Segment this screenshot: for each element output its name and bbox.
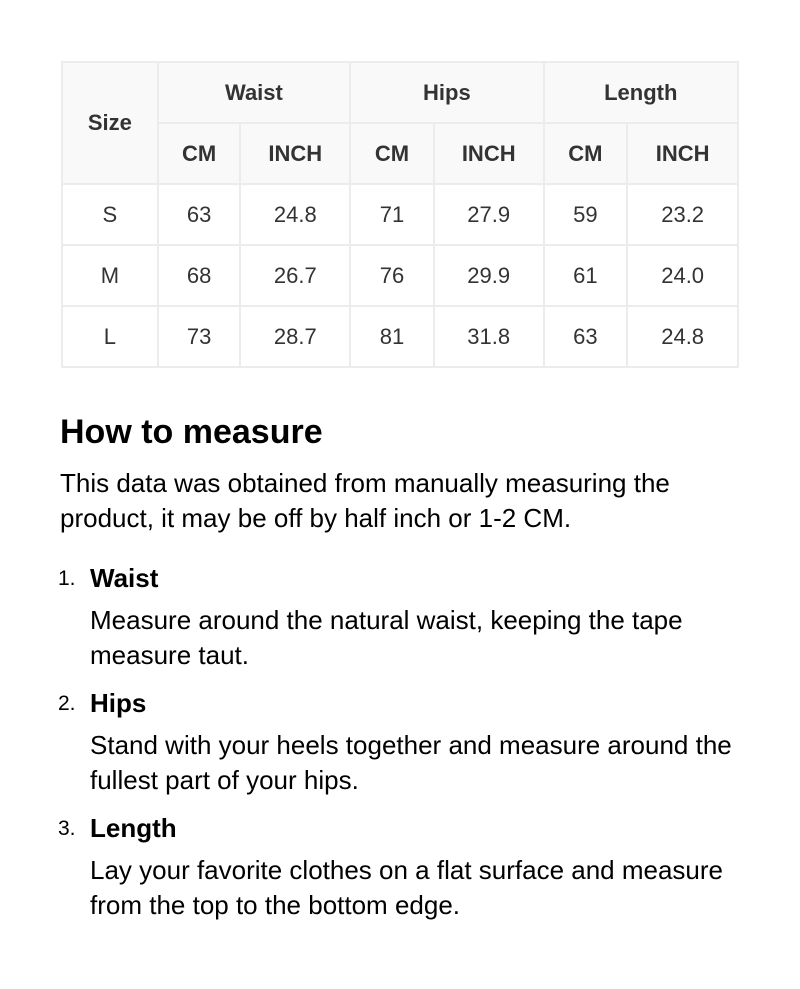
- value-cell: 24.0: [626, 244, 739, 307]
- item-title: Hips: [90, 688, 147, 718]
- table-row: S 63 24.8 71 27.9 59 23.2: [61, 183, 739, 246]
- value-cell: 24.8: [626, 305, 739, 368]
- unit-header: CM: [542, 122, 629, 185]
- table-row: L 73 28.7 81 31.8 63 24.8: [61, 305, 739, 368]
- value-cell: 63: [156, 183, 242, 246]
- size-cell: S: [61, 183, 159, 246]
- item-desc: Stand with your heels together and measu…: [90, 730, 732, 795]
- value-cell: 63: [542, 305, 629, 368]
- value-cell: 68: [156, 244, 242, 307]
- value-cell: 71: [349, 183, 435, 246]
- unit-header: INCH: [239, 122, 352, 185]
- waist-header: Waist: [156, 61, 352, 124]
- length-header: Length: [542, 61, 740, 124]
- list-item: 1. Waist Measure around the natural wais…: [0, 558, 760, 673]
- value-cell: 28.7: [239, 305, 352, 368]
- item-title: Waist: [90, 563, 159, 593]
- measure-list: 1. Waist Measure around the natural wais…: [0, 558, 760, 933]
- section-title: How to measure: [60, 413, 323, 451]
- value-cell: 81: [349, 305, 435, 368]
- size-chart-table: Size Waist Hips Length CM INCH CM INCH C…: [61, 61, 740, 368]
- list-item: 3. Length Lay your favorite clothes on a…: [0, 808, 760, 923]
- value-cell: 59: [542, 183, 629, 246]
- size-cell: L: [61, 305, 159, 368]
- item-desc: Measure around the natural waist, keepin…: [90, 605, 683, 670]
- item-desc: Lay your favorite clothes on a flat surf…: [90, 855, 724, 920]
- value-cell: 76: [349, 244, 435, 307]
- unit-header: CM: [156, 122, 242, 185]
- size-header: Size: [61, 61, 159, 185]
- value-cell: 73: [156, 305, 242, 368]
- unit-header: INCH: [626, 122, 739, 185]
- unit-header: INCH: [432, 122, 545, 185]
- size-cell: M: [61, 244, 159, 307]
- value-cell: 23.2: [626, 183, 739, 246]
- table-row: M 68 26.7 76 29.9 61 24.0: [61, 244, 739, 307]
- item-number: 2.: [58, 692, 76, 715]
- value-cell: 27.9: [432, 183, 545, 246]
- item-title: Length: [90, 813, 177, 843]
- unit-header: CM: [349, 122, 435, 185]
- table-header-row: Size Waist Hips Length: [61, 61, 740, 185]
- value-cell: 61: [542, 244, 629, 307]
- item-number: 3.: [58, 817, 76, 840]
- item-number: 1.: [58, 567, 76, 590]
- value-cell: 26.7: [239, 244, 352, 307]
- list-item: 2. Hips Stand with your heels together a…: [0, 683, 760, 798]
- value-cell: 24.8: [239, 183, 352, 246]
- intro-text: This data was obtained from manually mea…: [60, 468, 670, 533]
- value-cell: 29.9: [432, 244, 545, 307]
- table-unit-row: CM INCH CM INCH CM INCH: [62, 122, 739, 185]
- hips-header: Hips: [349, 61, 545, 124]
- value-cell: 31.8: [432, 305, 545, 368]
